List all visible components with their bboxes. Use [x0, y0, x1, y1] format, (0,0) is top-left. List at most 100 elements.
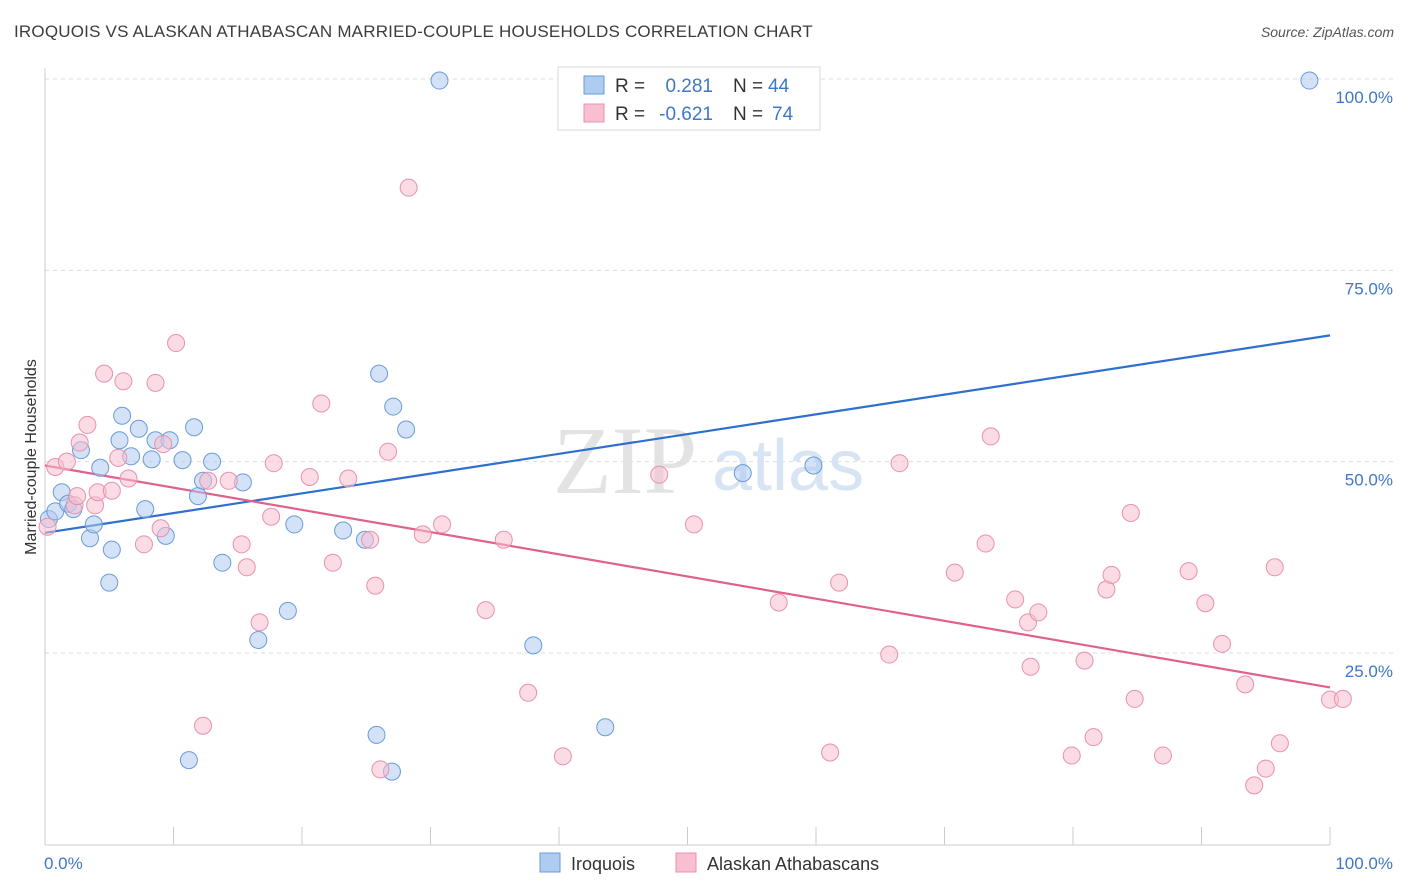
x-tick-label-min: 0.0%: [44, 854, 83, 873]
legend-r-value-1: 0.281: [665, 76, 713, 97]
point-iroquois-29: [285, 515, 304, 534]
legend-box: R = 0.281 N = 44 R = -0.621 N = 74: [557, 66, 821, 131]
legend-r-label-1: R =: [615, 76, 645, 97]
point-athabascan-57: [1075, 651, 1094, 670]
trend-line-iroquois: [44, 334, 1331, 534]
point-iroquois-12: [113, 406, 132, 425]
point-athabascan-38: [476, 601, 495, 620]
point-iroquois-40: [596, 718, 615, 737]
point-athabascan-14: [134, 535, 153, 554]
point-athabascan-60: [1102, 565, 1121, 584]
point-athabascan-41: [553, 747, 572, 766]
point-athabascan-28: [312, 394, 331, 413]
point-athabascan-36: [413, 525, 432, 544]
legend-n-value-2: 74: [772, 104, 794, 125]
point-iroquois-15: [136, 500, 155, 519]
point-iroquois-24: [203, 452, 222, 471]
bottom-legend: Iroquois Alaskan Athabascans: [539, 852, 879, 874]
point-athabascan-23: [237, 558, 256, 577]
point-athabascan-58: [1084, 728, 1103, 747]
point-athabascan-11: [109, 448, 128, 467]
point-athabascan-35: [399, 178, 418, 197]
point-athabascan-52: [1006, 590, 1025, 609]
point-athabascan-4: [68, 487, 87, 506]
point-iroquois-9: [102, 540, 121, 559]
point-athabascan-37: [433, 515, 452, 534]
point-iroquois-11: [110, 431, 129, 450]
legend-n-label-1: N =: [733, 76, 763, 97]
point-iroquois-43: [1300, 71, 1319, 90]
point-iroquois-14: [129, 419, 148, 438]
point-athabascan-31: [361, 530, 380, 549]
point-athabascan-25: [262, 507, 281, 526]
point-athabascan-46: [830, 573, 849, 592]
trend-lines: [44, 334, 1331, 689]
point-athabascan-22: [232, 535, 251, 554]
point-athabascan-65: [1196, 594, 1215, 613]
point-iroquois-16: [142, 450, 161, 469]
legend-r-value-2: -0.621: [659, 104, 713, 125]
watermark-zip: ZIP: [553, 407, 697, 514]
point-athabascan-24: [250, 613, 269, 632]
y-tick-labels: 25.0% 50.0% 75.0% 100.0%: [1335, 88, 1393, 681]
y-tick-label-25: 25.0%: [1345, 662, 1393, 681]
bottom-legend-iroquois: Iroquois: [571, 854, 635, 874]
point-athabascan-63: [1153, 746, 1172, 765]
point-athabascan-55: [1029, 603, 1048, 622]
point-athabascan-39: [494, 530, 513, 549]
point-athabascan-9: [95, 364, 114, 383]
point-athabascan-26: [264, 454, 283, 473]
point-iroquois-34: [384, 397, 403, 416]
point-athabascan-15: [146, 373, 165, 392]
point-athabascan-62: [1125, 689, 1144, 708]
point-athabascan-40: [519, 683, 538, 702]
y-tick-label-100: 100.0%: [1335, 88, 1393, 107]
point-iroquois-7: [84, 515, 103, 534]
point-iroquois-33: [370, 364, 389, 383]
point-athabascan-45: [821, 743, 840, 762]
point-athabascan-51: [981, 427, 1000, 446]
point-iroquois-22: [188, 487, 207, 506]
point-athabascan-20: [199, 471, 218, 490]
point-athabascan-43: [684, 515, 703, 534]
point-athabascan-64: [1179, 562, 1198, 581]
point-athabascan-13: [119, 469, 138, 488]
axes: [44, 68, 1331, 846]
point-iroquois-30: [179, 751, 198, 770]
point-athabascan-42: [650, 465, 669, 484]
source-label: Source: ZipAtlas.com: [1260, 24, 1394, 40]
point-iroquois-38: [430, 71, 449, 90]
point-athabascan-56: [1062, 746, 1081, 765]
point-iroquois-31: [334, 521, 353, 540]
point-iroquois-42: [804, 456, 823, 475]
point-athabascan-54: [1021, 657, 1040, 676]
point-athabascan-18: [167, 334, 186, 353]
point-iroquois-25: [213, 553, 232, 572]
legend-swatch-iroquois: [583, 75, 605, 95]
point-athabascan-21: [219, 471, 238, 490]
legend-n-label-2: N =: [733, 104, 763, 125]
point-athabascan-34: [379, 442, 398, 461]
point-iroquois-36: [367, 725, 386, 744]
point-athabascan-10: [102, 481, 121, 500]
point-athabascan-17: [154, 435, 173, 454]
legend-r-label-2: R =: [615, 104, 645, 125]
y-axis-title: Married-couple Households: [23, 359, 40, 555]
trend-line-athabascan: [44, 464, 1331, 689]
point-athabascan-29: [323, 553, 342, 572]
point-athabascan-49: [945, 563, 964, 582]
x-tick-label-max: 100.0%: [1335, 854, 1393, 873]
point-iroquois-28: [278, 601, 297, 620]
watermark: ZIP atlas: [553, 407, 864, 514]
point-athabascan-61: [1121, 503, 1140, 522]
point-athabascan-33: [371, 760, 390, 779]
point-athabascan-71: [1270, 734, 1289, 753]
point-iroquois-20: [173, 451, 192, 470]
bottom-legend-athabascan: Alaskan Athabascans: [707, 854, 879, 874]
point-iroquois-35: [397, 420, 416, 439]
point-athabascan-0: [38, 517, 57, 536]
watermark-atlas: atlas: [712, 426, 864, 506]
legend-swatch-athabascan: [583, 103, 605, 123]
point-iroquois-21: [185, 418, 204, 437]
point-iroquois-41: [733, 464, 752, 483]
